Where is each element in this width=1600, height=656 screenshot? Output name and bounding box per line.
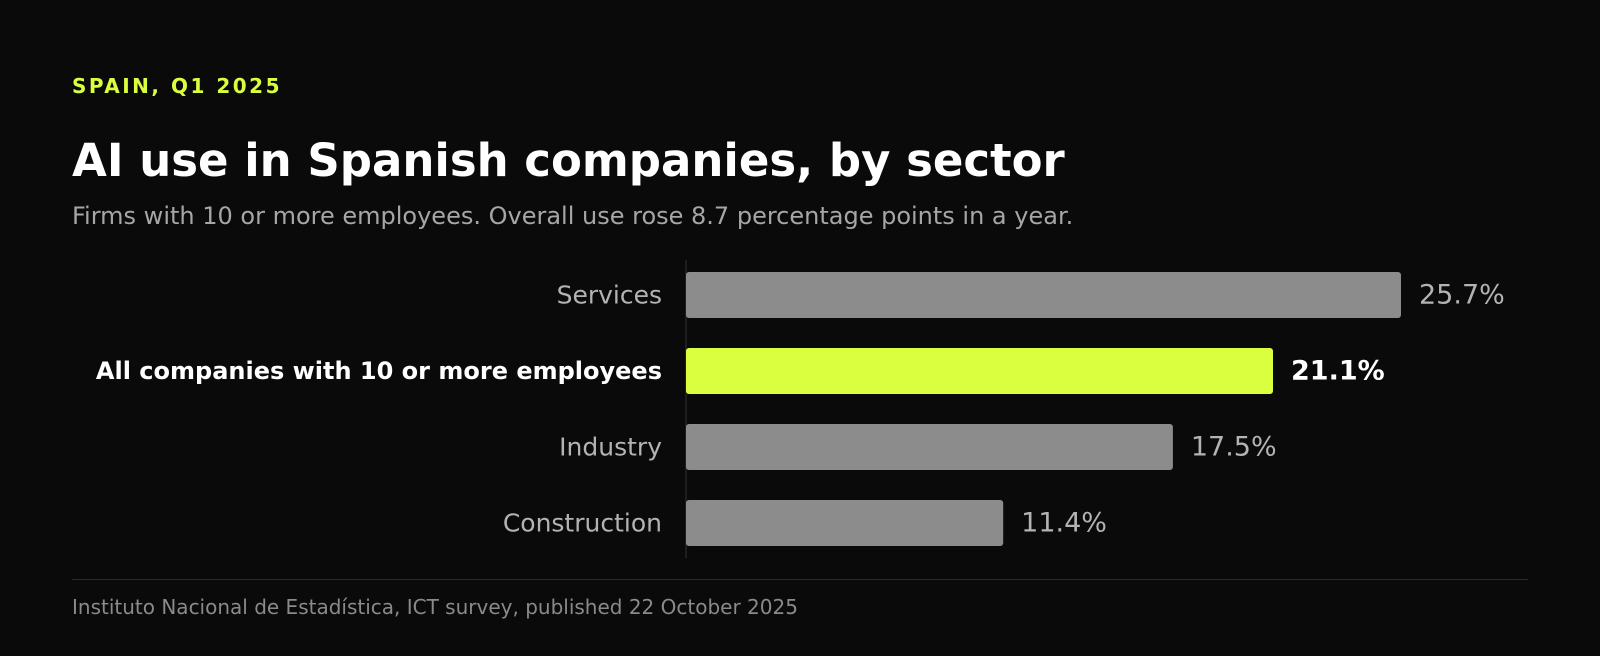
- chart-kicker: SPAIN, Q1 2025: [72, 74, 282, 98]
- bar: [686, 424, 1173, 470]
- value-label: 21.1%: [1291, 356, 1385, 387]
- value-label: 25.7%: [1419, 280, 1505, 311]
- source-note: Instituto Nacional de Estadística, ICT s…: [72, 595, 798, 619]
- footer-divider: [72, 579, 1528, 580]
- value-label: 17.5%: [1191, 432, 1277, 463]
- value-label: 11.4%: [1021, 508, 1107, 539]
- bar-chart: Services 25.7% All companies with 10 or mo…: [96, 260, 1505, 558]
- category-label: Construction: [503, 509, 662, 538]
- bar: [686, 348, 1273, 394]
- bar: [686, 272, 1401, 318]
- chart-title: AI use in Spanish companies, by sector: [72, 134, 1065, 187]
- category-label: All companies with 10 or more employees: [96, 357, 662, 385]
- bar: [686, 500, 1004, 546]
- bars-layer: Services 25.7% All companies with 10 or mo…: [96, 272, 1505, 546]
- chart-subtitle: Firms with 10 or more employees. Overall…: [72, 202, 1074, 230]
- category-label: Services: [557, 281, 662, 310]
- category-label: Industry: [559, 433, 662, 462]
